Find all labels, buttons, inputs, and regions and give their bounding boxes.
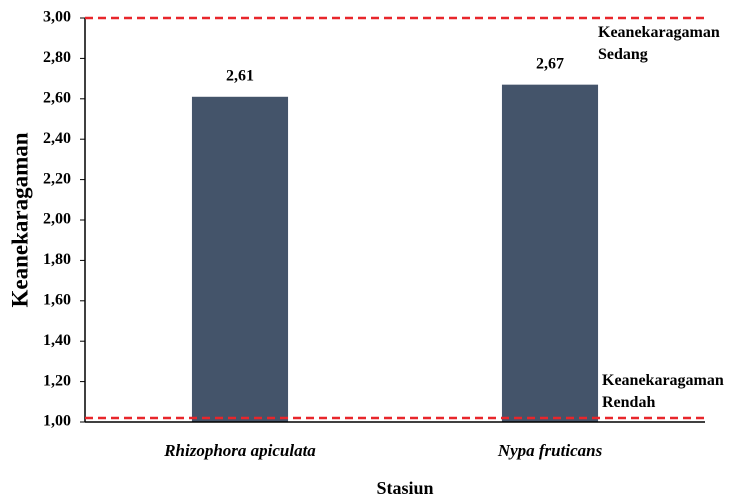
y-tick-label: 3,00	[43, 9, 71, 26]
x-axis-title: Stasiun	[376, 478, 433, 498]
y-tick-label: 1,20	[43, 372, 71, 389]
y-tick-label: 1,80	[43, 251, 71, 268]
y-tick-label: 2,20	[43, 170, 71, 187]
y-tick-label: 2,80	[43, 49, 71, 66]
y-axis-title: Keanekaragaman	[7, 132, 32, 307]
bar	[501, 84, 599, 422]
y-tick-label: 2,60	[43, 89, 71, 106]
value-label: 2,61	[226, 67, 254, 84]
value-label: 2,67	[536, 55, 564, 72]
x-tick-label: Nypa fruticans	[497, 441, 603, 460]
y-tick-label: 2,40	[43, 130, 71, 147]
x-tick-label: Rhizophora apiculata	[163, 441, 316, 460]
bar	[191, 96, 289, 422]
y-tick-label: 1,60	[43, 291, 71, 308]
reference-label: Keanekaragaman Rendah	[602, 371, 724, 411]
y-tick-label: 1,40	[43, 332, 71, 349]
y-tick-label: 1,00	[43, 413, 71, 430]
reference-label: Keanekaragaman Sedang	[598, 24, 720, 63]
y-tick-label: 2,00	[43, 211, 71, 228]
